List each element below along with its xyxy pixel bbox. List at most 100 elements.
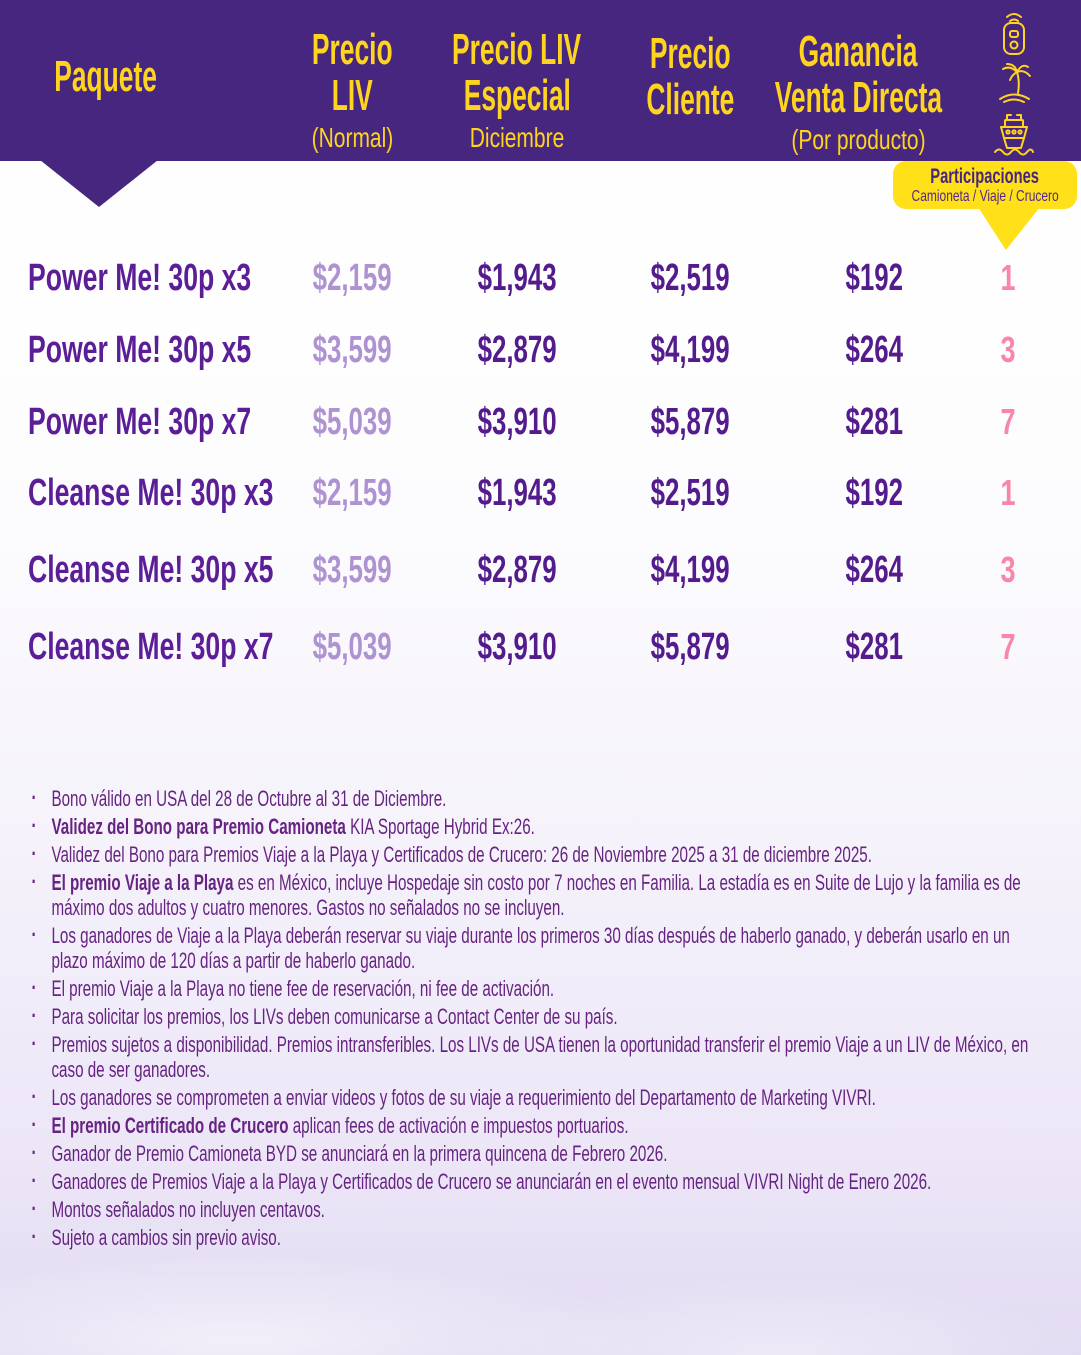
note-text: Para solicitar los premios, los LIVs deb… bbox=[51, 1004, 618, 1029]
precio-liv-especial-value: $3,910 bbox=[477, 400, 557, 443]
ganancia-value: $264 bbox=[845, 548, 903, 591]
note-bold: El premio Viaje a la Playa bbox=[51, 870, 234, 895]
participaciones-value: 3 bbox=[1000, 329, 1016, 370]
precio-liv-value: $2,159 bbox=[312, 471, 392, 514]
note-text: Los ganadores de Viaje a la Playa deberá… bbox=[51, 923, 1010, 973]
table-header-band bbox=[0, 0, 1081, 161]
column-sublabel: (Por producto) bbox=[790, 124, 926, 155]
participaciones-badge: Participaciones Camioneta / Viaje / Cruc… bbox=[893, 161, 1077, 209]
precio-cliente-value: $5,879 bbox=[650, 400, 730, 443]
column-label: Cliente bbox=[645, 75, 735, 124]
list-item: Ganador de Premio Camioneta BYD se anunc… bbox=[28, 1140, 1042, 1166]
column-header-ganancia: Ganancia Venta Directa (Por producto) bbox=[768, 29, 948, 157]
note-text: Premios sujetos a disponibilidad. Premio… bbox=[51, 1032, 1029, 1082]
package-name: Power Me! 30p x5 bbox=[28, 328, 252, 371]
note-text: aplican fees de activación e impuestos p… bbox=[288, 1113, 629, 1138]
table-row: Cleanse Me! 30p x7 $5,039 $3,910 $5,879 … bbox=[0, 611, 1081, 683]
precio-liv-especial-value: $3,910 bbox=[477, 625, 557, 668]
column-label: Precio LIV bbox=[452, 25, 582, 74]
ganancia-value: $281 bbox=[845, 400, 903, 443]
precio-liv-especial-value: $2,879 bbox=[477, 328, 557, 371]
list-item: Validez del Bono para Premios Viaje a la… bbox=[28, 841, 1042, 867]
column-label: Precio bbox=[311, 25, 393, 74]
note-text: Ganador de Premio Camioneta BYD se anunc… bbox=[51, 1141, 668, 1166]
list-item: Ganadores de Premios Viaje a la Playa y … bbox=[28, 1168, 1042, 1194]
note-text: Validez del Bono para Premios Viaje a la… bbox=[51, 842, 872, 867]
column-sublabel: Diciembre bbox=[469, 122, 565, 153]
precio-liv-value: $5,039 bbox=[312, 625, 392, 668]
precio-cliente-value: $4,199 bbox=[650, 548, 730, 591]
column-header-precio-cliente: Precio Cliente bbox=[620, 31, 760, 123]
column-label: Especial bbox=[463, 71, 571, 120]
precio-liv-value: $3,599 bbox=[312, 548, 392, 591]
package-name: Power Me! 30p x7 bbox=[28, 400, 252, 443]
list-item: Validez del Bono para Premio Camioneta K… bbox=[28, 813, 1042, 839]
note-text: El premio Viaje a la Playa no tiene fee … bbox=[51, 976, 555, 1001]
package-name: Cleanse Me! 30p x5 bbox=[28, 548, 274, 591]
list-item: Sujeto a cambios sin previo aviso. bbox=[28, 1224, 1042, 1250]
note-bold: El premio Certificado de Crucero bbox=[51, 1113, 289, 1138]
list-item: Para solicitar los premios, los LIVs deb… bbox=[28, 1003, 1042, 1029]
precio-cliente-value: $2,519 bbox=[650, 471, 730, 514]
precio-liv-especial-value: $2,879 bbox=[477, 548, 557, 591]
table-row: Cleanse Me! 30p x5 $3,599 $2,879 $4,199 … bbox=[0, 534, 1081, 606]
terms-list: Bono válido en USA del 28 de Octubre al … bbox=[28, 785, 1042, 1253]
list-item: Los ganadores de Viaje a la Playa deberá… bbox=[28, 922, 1042, 973]
column-sublabel: (Normal) bbox=[311, 122, 393, 153]
participaciones-subtitle: Camioneta / Viaje / Crucero bbox=[911, 187, 1059, 205]
package-name: Cleanse Me! 30p x3 bbox=[28, 471, 274, 514]
column-header-paquete: Paquete bbox=[36, 54, 176, 100]
header-pointer bbox=[40, 160, 158, 207]
list-item: Montos señalados no incluyen centavos. bbox=[28, 1196, 1042, 1222]
table-row: Power Me! 30p x7 $5,039 $3,910 $5,879 $2… bbox=[0, 386, 1081, 458]
precio-liv-value: $5,039 bbox=[312, 400, 392, 443]
column-label: Precio bbox=[649, 29, 731, 78]
table-row: Cleanse Me! 30p x3 $2,159 $1,943 $2,519 … bbox=[0, 457, 1081, 529]
participaciones-value: 7 bbox=[1000, 626, 1016, 667]
column-label: Venta Directa bbox=[774, 73, 942, 122]
table-row: Power Me! 30p x3 $2,159 $1,943 $2,519 $1… bbox=[0, 242, 1081, 314]
precio-cliente-value: $4,199 bbox=[650, 328, 730, 371]
note-text: Montos señalados no incluyen centavos. bbox=[51, 1197, 325, 1222]
column-header-precio-liv: Precio LIV (Normal) bbox=[282, 27, 422, 155]
precio-liv-value: $3,599 bbox=[312, 328, 392, 371]
prize-icons bbox=[993, 10, 1035, 158]
package-name: Cleanse Me! 30p x7 bbox=[28, 625, 274, 668]
package-name: Power Me! 30p x3 bbox=[28, 256, 252, 299]
column-label: Paquete bbox=[54, 52, 158, 101]
list-item: El premio Viaje a la Playa no tiene fee … bbox=[28, 975, 1042, 1001]
participaciones-title: Participaciones bbox=[930, 164, 1040, 188]
ganancia-value: $281 bbox=[845, 625, 903, 668]
participaciones-value: 1 bbox=[1000, 472, 1016, 513]
precio-cliente-value: $5,879 bbox=[650, 625, 730, 668]
cruise-ship-icon bbox=[993, 110, 1035, 158]
note-text: Sujeto a cambios sin previo aviso. bbox=[51, 1225, 281, 1250]
note-text: es en México, incluye Hospedaje sin cost… bbox=[51, 870, 1021, 920]
participaciones-value: 7 bbox=[1000, 401, 1016, 442]
column-header-precio-liv-especial: Precio LIV Especial Diciembre bbox=[447, 27, 587, 155]
ganancia-value: $192 bbox=[845, 256, 903, 299]
note-bold: Validez del Bono para Premio Camioneta bbox=[51, 814, 346, 839]
participaciones-value: 1 bbox=[1000, 257, 1016, 298]
note-text: Bono válido en USA del 28 de Octubre al … bbox=[51, 786, 447, 811]
table-row: Power Me! 30p x5 $3,599 $2,879 $4,199 $2… bbox=[0, 314, 1081, 386]
palm-island-icon bbox=[993, 62, 1035, 106]
column-label: LIV bbox=[331, 71, 373, 120]
ganancia-value: $264 bbox=[845, 328, 903, 371]
precio-liv-especial-value: $1,943 bbox=[477, 471, 557, 514]
precio-liv-especial-value: $1,943 bbox=[477, 256, 557, 299]
list-item: Los ganadores se comprometen a enviar vi… bbox=[28, 1084, 1042, 1110]
precio-cliente-value: $2,519 bbox=[650, 256, 730, 299]
column-label: Ganancia bbox=[798, 27, 918, 76]
note-text: Los ganadores se comprometen a enviar vi… bbox=[51, 1085, 876, 1110]
car-key-icon bbox=[993, 10, 1035, 58]
note-text: Ganadores de Premios Viaje a la Playa y … bbox=[51, 1169, 932, 1194]
ganancia-value: $192 bbox=[845, 471, 903, 514]
participaciones-value: 3 bbox=[1000, 549, 1016, 590]
list-item: Bono válido en USA del 28 de Octubre al … bbox=[28, 785, 1042, 811]
list-item: El premio Viaje a la Playa es en México,… bbox=[28, 869, 1042, 920]
list-item: Premios sujetos a disponibilidad. Premio… bbox=[28, 1031, 1042, 1082]
note-text: KIA Sportage Hybrid Ex:26. bbox=[345, 814, 535, 839]
list-item: El premio Certificado de Crucero aplican… bbox=[28, 1112, 1042, 1138]
